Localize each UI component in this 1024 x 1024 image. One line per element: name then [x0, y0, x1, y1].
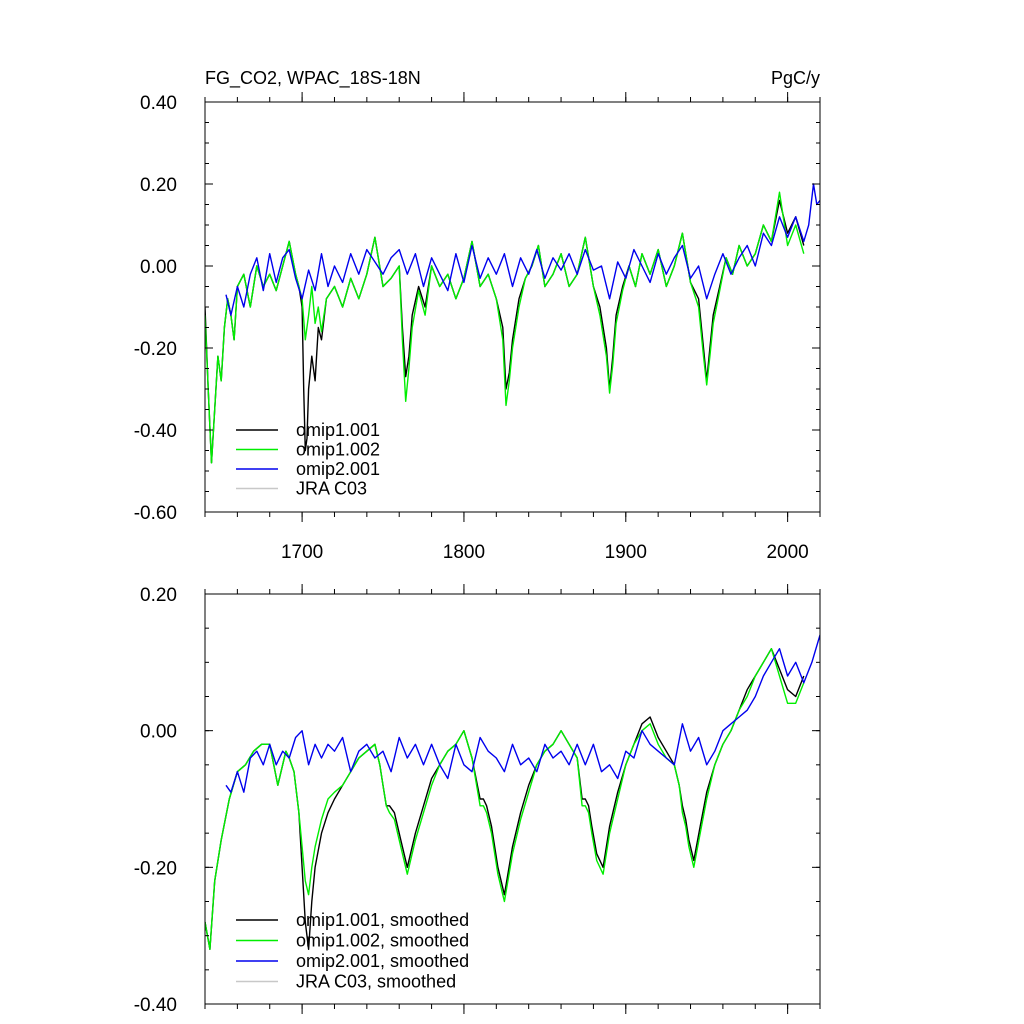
x-tick-label: 1900	[605, 542, 647, 563]
legend-label: omip1.002	[296, 440, 380, 460]
panel-top-title: FG_CO2, WPAC_18S-18N	[205, 68, 421, 89]
series-line-omip1-002-smoothed	[205, 648, 805, 950]
series-line-omip2-001-smoothed	[225, 634, 820, 793]
x-tick-label: 2000	[766, 542, 808, 563]
y-tick-label: 0.20	[140, 175, 177, 196]
y-tick-label: -0.40	[134, 421, 177, 442]
legend-label: omip1.001	[296, 420, 380, 440]
y-tick-label: -0.20	[134, 858, 177, 879]
y-tick-label: 0.00	[140, 257, 177, 278]
series-line-omip1-001	[205, 199, 805, 464]
legend-label: JRA C03, smoothed	[296, 972, 456, 992]
legend-label: omip1.001, smoothed	[296, 910, 469, 930]
y-tick-label: -0.40	[134, 995, 177, 1016]
panel-top-units: PgC/y	[771, 68, 820, 88]
y-tick-label: 0.00	[140, 722, 177, 743]
y-tick-label: 0.40	[140, 93, 177, 114]
y-tick-label: 0.20	[140, 585, 177, 606]
series-line-omip1-002	[205, 191, 805, 464]
series-line-omip2-001	[225, 183, 820, 316]
series-line-omip1-001-smoothed	[205, 648, 805, 950]
legend-label: JRA C03	[296, 479, 367, 499]
legend-label: omip1.002, smoothed	[296, 931, 469, 951]
y-tick-label: -0.60	[134, 503, 177, 524]
legend-label: omip2.001	[296, 459, 380, 479]
x-tick-label: 1700	[281, 542, 323, 563]
panel-bottom: 0.200.00-0.20-0.40 omip1.001, smoothedom…	[134, 584, 821, 1016]
x-tick-label: 1800	[443, 542, 485, 563]
legend-label: omip2.001, smoothed	[296, 951, 469, 971]
panel-top: FG_CO2, WPAC_18S-18N PgC/y 0.40 0.20 0.00 -…	[134, 68, 821, 563]
y-tick-label: -0.20	[134, 339, 177, 360]
